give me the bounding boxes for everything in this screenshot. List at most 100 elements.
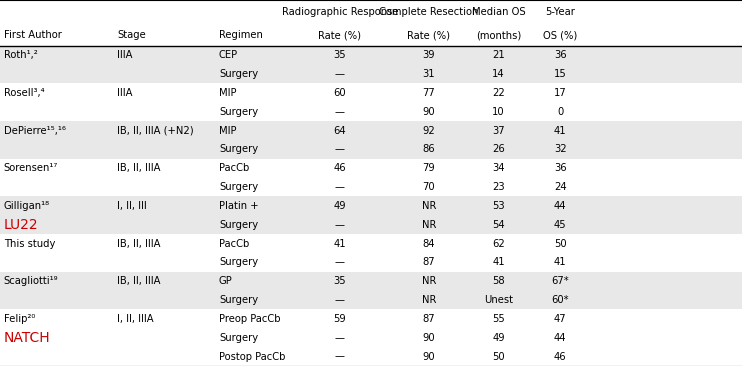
Text: Stage: Stage xyxy=(117,30,146,40)
Text: Rosell³,⁴: Rosell³,⁴ xyxy=(4,88,45,98)
Text: 46: 46 xyxy=(554,352,567,362)
Text: 41: 41 xyxy=(554,126,567,135)
Text: 67*: 67* xyxy=(551,276,569,286)
Text: 92: 92 xyxy=(422,126,436,135)
Text: Rate (%): Rate (%) xyxy=(318,30,361,40)
Text: 32: 32 xyxy=(554,144,567,154)
Text: First Author: First Author xyxy=(4,30,62,40)
Text: OS (%): OS (%) xyxy=(543,30,577,40)
Text: Radiographic Response: Radiographic Response xyxy=(281,7,398,16)
Text: Surgery: Surgery xyxy=(219,182,258,192)
Text: 46: 46 xyxy=(333,163,347,173)
Bar xyxy=(0,178,742,197)
Text: 24: 24 xyxy=(554,182,567,192)
Bar xyxy=(0,253,742,272)
Bar xyxy=(0,215,742,234)
Text: Surgery: Surgery xyxy=(219,107,258,117)
Text: DePierre¹⁵,¹⁶: DePierre¹⁵,¹⁶ xyxy=(4,126,65,135)
Text: IIIA: IIIA xyxy=(117,88,133,98)
Text: 54: 54 xyxy=(492,220,505,230)
Text: 90: 90 xyxy=(422,107,436,117)
Text: 53: 53 xyxy=(492,201,505,211)
Text: —: — xyxy=(335,257,345,268)
Text: 35: 35 xyxy=(333,276,347,286)
Text: 50: 50 xyxy=(554,239,567,249)
Text: —: — xyxy=(335,333,345,343)
Text: 64: 64 xyxy=(333,126,347,135)
Text: MIP: MIP xyxy=(219,126,237,135)
Text: 0: 0 xyxy=(557,107,563,117)
Text: 35: 35 xyxy=(333,50,347,60)
Text: 60: 60 xyxy=(333,88,347,98)
Text: 70: 70 xyxy=(422,182,436,192)
Text: Median OS: Median OS xyxy=(472,7,525,16)
Text: 87: 87 xyxy=(422,314,436,324)
Text: This study: This study xyxy=(4,239,55,249)
Text: Complete Resection: Complete Resection xyxy=(379,7,479,16)
Text: Surgery: Surgery xyxy=(219,333,258,343)
Text: 41: 41 xyxy=(492,257,505,268)
Text: 58: 58 xyxy=(492,276,505,286)
Text: 26: 26 xyxy=(492,144,505,154)
Text: Sorensen¹⁷: Sorensen¹⁷ xyxy=(4,163,58,173)
Text: 44: 44 xyxy=(554,201,566,211)
Bar xyxy=(0,197,742,215)
Text: 22: 22 xyxy=(492,88,505,98)
Text: I, II, IIIA: I, II, IIIA xyxy=(117,314,154,324)
Text: (months): (months) xyxy=(476,30,521,40)
Text: 49: 49 xyxy=(333,201,347,211)
Text: —: — xyxy=(335,352,345,362)
Text: IB, II, IIIA: IB, II, IIIA xyxy=(117,276,161,286)
Text: LU22: LU22 xyxy=(4,218,39,232)
Text: —: — xyxy=(335,220,345,230)
Text: 36: 36 xyxy=(554,50,567,60)
Bar xyxy=(0,347,742,366)
Text: PacCb: PacCb xyxy=(219,163,249,173)
Text: 5-Year: 5-Year xyxy=(545,7,575,16)
Text: 79: 79 xyxy=(422,163,436,173)
Text: 41: 41 xyxy=(554,257,567,268)
Text: 34: 34 xyxy=(493,163,505,173)
Text: 15: 15 xyxy=(554,69,567,79)
Text: Gilligan¹⁸: Gilligan¹⁸ xyxy=(4,201,50,211)
Bar xyxy=(0,83,742,102)
Text: Scagliotti¹⁹: Scagliotti¹⁹ xyxy=(4,276,59,286)
Text: 47: 47 xyxy=(554,314,567,324)
Text: 60*: 60* xyxy=(551,295,569,305)
Text: 41: 41 xyxy=(333,239,347,249)
Text: 31: 31 xyxy=(422,69,436,79)
Text: 90: 90 xyxy=(422,333,436,343)
Text: Surgery: Surgery xyxy=(219,295,258,305)
Text: Rate (%): Rate (%) xyxy=(407,30,450,40)
Text: NR: NR xyxy=(421,201,436,211)
Text: 49: 49 xyxy=(492,333,505,343)
Text: NR: NR xyxy=(421,220,436,230)
Bar xyxy=(0,159,742,178)
Bar xyxy=(0,328,742,347)
Text: Roth¹,²: Roth¹,² xyxy=(4,50,37,60)
Text: —: — xyxy=(335,182,345,192)
Text: 37: 37 xyxy=(492,126,505,135)
Bar xyxy=(0,64,742,83)
Text: GP: GP xyxy=(219,276,233,286)
Text: 90: 90 xyxy=(422,352,436,362)
Text: 77: 77 xyxy=(422,88,436,98)
Bar xyxy=(0,291,742,310)
Text: 23: 23 xyxy=(492,182,505,192)
Text: PacCb: PacCb xyxy=(219,239,249,249)
Bar xyxy=(0,0,742,46)
Bar xyxy=(0,102,742,121)
Text: 39: 39 xyxy=(422,50,436,60)
Text: MIP: MIP xyxy=(219,88,237,98)
Text: 44: 44 xyxy=(554,333,566,343)
Text: 84: 84 xyxy=(423,239,435,249)
Text: Regimen: Regimen xyxy=(219,30,263,40)
Text: Postop PacCb: Postop PacCb xyxy=(219,352,285,362)
Text: 86: 86 xyxy=(422,144,436,154)
Text: —: — xyxy=(335,144,345,154)
Text: CEP: CEP xyxy=(219,50,238,60)
Bar xyxy=(0,46,742,64)
Text: 50: 50 xyxy=(492,352,505,362)
Text: 21: 21 xyxy=(492,50,505,60)
Text: Surgery: Surgery xyxy=(219,220,258,230)
